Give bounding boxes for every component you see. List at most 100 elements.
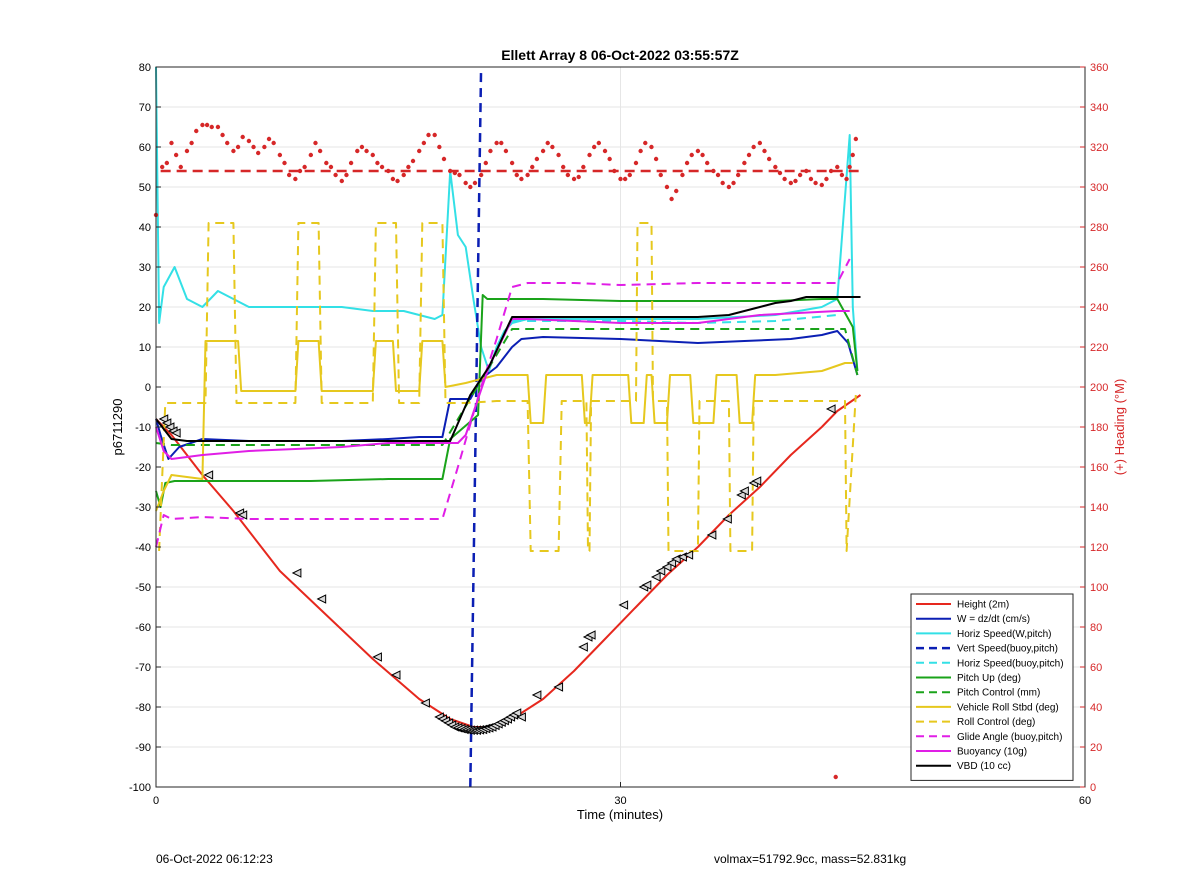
series-line-5 xyxy=(155,294,859,508)
legend-label-3: Vert Speed(buoy,pitch) xyxy=(957,644,1058,655)
heading-point xyxy=(499,140,504,146)
y2-tick-label: 320 xyxy=(1090,142,1108,154)
heading-point xyxy=(483,160,488,166)
heading-point xyxy=(302,164,307,170)
heading-point xyxy=(266,136,272,142)
heading-point xyxy=(184,148,190,154)
heading-point xyxy=(735,172,741,178)
dive-marker xyxy=(650,572,661,582)
heading-point xyxy=(782,176,787,182)
y-tick-label: -50 xyxy=(135,582,151,594)
heading-point xyxy=(839,172,845,178)
y-tick-label: 20 xyxy=(139,302,151,314)
heading-point xyxy=(386,168,391,174)
dive-marker xyxy=(237,510,248,520)
heading-point xyxy=(297,168,303,174)
dive-marker xyxy=(739,486,749,496)
y-tick-label: 50 xyxy=(139,182,151,194)
legend-label-0: Height (2m) xyxy=(957,600,1009,611)
heading-point xyxy=(246,138,252,144)
heading-point xyxy=(813,180,818,186)
series-line-8 xyxy=(158,222,857,552)
x-tick-label: 0 xyxy=(153,795,159,807)
y-tick-label: 60 xyxy=(139,142,151,154)
dive-marker xyxy=(511,708,522,718)
y-tick-label: 70 xyxy=(139,102,151,114)
heading-point xyxy=(618,176,623,182)
heading-point xyxy=(375,160,380,166)
heading-point xyxy=(194,128,199,134)
heading-point xyxy=(824,176,829,182)
y-tick-label: -70 xyxy=(135,662,151,674)
heading-point xyxy=(410,158,416,164)
y-tick-label: 0 xyxy=(145,382,151,394)
heading-point xyxy=(850,152,855,158)
dive-marker xyxy=(291,568,302,578)
heading-point xyxy=(844,176,849,182)
heading-point xyxy=(653,156,659,162)
axis-ticks: -100-90-80-70-60-50-40-30-20-10010203040… xyxy=(129,62,1108,807)
heading-point xyxy=(689,152,694,158)
legend-label-2: Horiz Speed(W,pitch) xyxy=(957,629,1051,640)
heading-point xyxy=(788,180,794,186)
y-tick-label: 80 xyxy=(139,62,151,74)
y-tick-label: -80 xyxy=(135,702,151,714)
legend-label-8: Roll Control (deg) xyxy=(957,717,1035,728)
heading-point xyxy=(525,172,530,178)
heading-point xyxy=(762,148,767,154)
y2-tick-label: 160 xyxy=(1090,462,1108,474)
heading-point xyxy=(674,188,679,194)
y2-tick-label: 300 xyxy=(1090,182,1108,194)
heading-point xyxy=(457,172,462,178)
heading-point xyxy=(282,160,287,166)
series-line-9 xyxy=(155,258,851,548)
footer-date: 06-Oct-2022 06:12:23 xyxy=(156,852,273,866)
heading-point xyxy=(561,164,566,170)
heading-point xyxy=(359,144,365,150)
legend: Height (2m) W = dz/dt (cm/s) Horiz Speed(W… xyxy=(910,593,1074,781)
series-line-11 xyxy=(155,296,861,442)
heading-point xyxy=(286,172,292,178)
series-line-10 xyxy=(155,310,850,460)
y-tick-label: -60 xyxy=(135,622,151,634)
legend-label-9: Glide Angle (buoy,pitch) xyxy=(957,732,1062,743)
dive-marker xyxy=(666,558,677,568)
heading-point xyxy=(432,132,437,138)
heading-point xyxy=(379,164,385,170)
heading-point xyxy=(633,160,639,166)
y-tick-label: -100 xyxy=(129,782,151,794)
legend-label-10: Buoyancy (10g) xyxy=(957,747,1027,758)
heading-point xyxy=(808,176,814,182)
heading-point xyxy=(271,140,276,146)
heading-point xyxy=(847,164,852,170)
heading-point xyxy=(355,148,360,154)
heading-point xyxy=(209,124,214,130)
heading-point xyxy=(344,172,349,178)
heading-point xyxy=(178,164,183,170)
heading-point xyxy=(452,170,458,176)
legend-label-5: Pitch Up (deg) xyxy=(957,673,1021,684)
heading-point xyxy=(308,152,314,158)
heading-point xyxy=(164,160,170,166)
heading-point xyxy=(711,168,716,174)
heading-point xyxy=(339,178,344,184)
heading-point xyxy=(649,144,654,150)
heading-point xyxy=(591,144,597,150)
heading-point xyxy=(463,180,468,186)
heading-point xyxy=(793,178,798,184)
dive-marker xyxy=(316,594,327,604)
heading-point xyxy=(514,172,519,178)
legend-label-1: W = dz/dt (cm/s) xyxy=(957,614,1030,625)
legend-label-7: Vehicle Roll Stbd (deg) xyxy=(957,702,1059,713)
dive-marker xyxy=(618,600,629,610)
dive-markers xyxy=(158,404,836,736)
dive-marker xyxy=(585,630,596,640)
legend-label-11: VBD (10 cc) xyxy=(957,761,1011,772)
heading-point xyxy=(669,196,674,202)
heading-point xyxy=(853,136,859,142)
y2-tick-label: 40 xyxy=(1090,702,1102,714)
heading-point xyxy=(819,182,824,188)
dive-marker xyxy=(683,550,694,560)
heading-point xyxy=(530,164,535,170)
